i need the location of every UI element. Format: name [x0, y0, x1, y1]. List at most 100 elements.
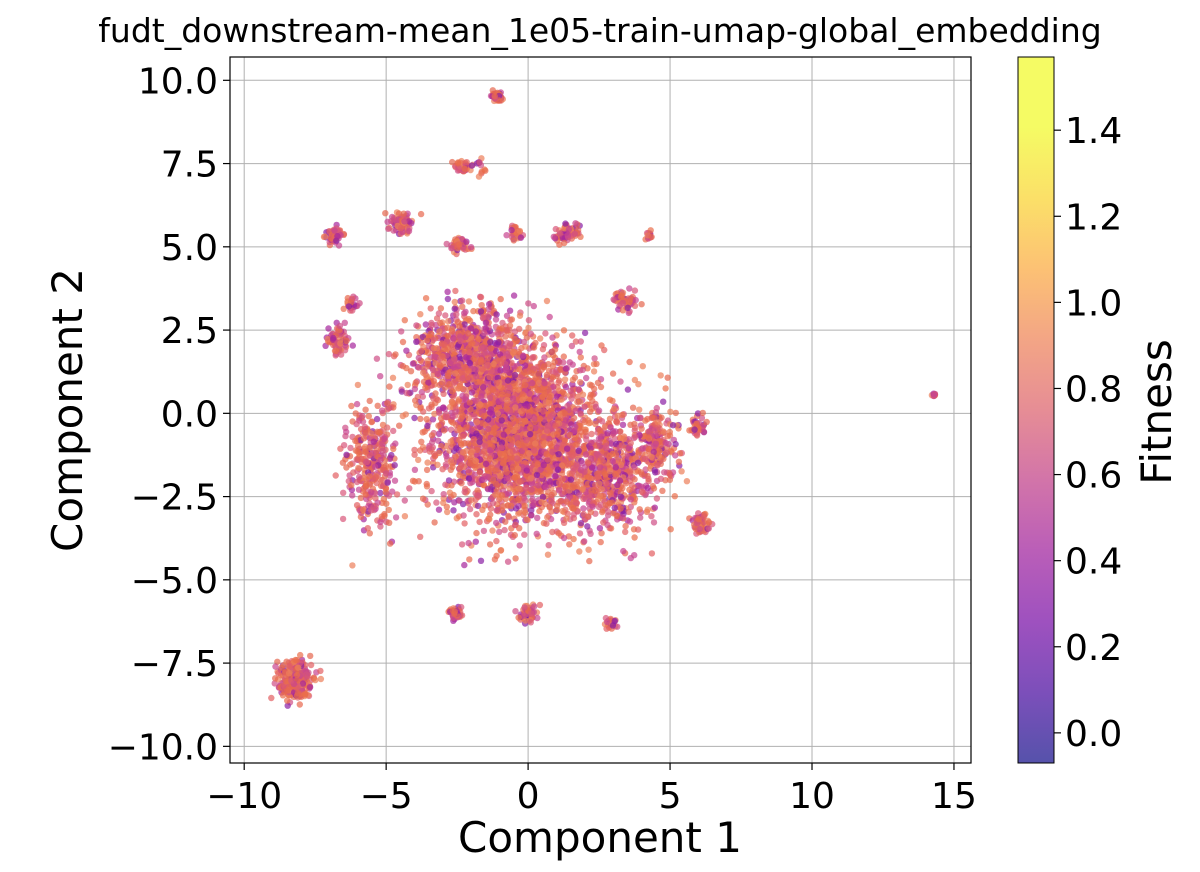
scatter-point [563, 445, 571, 452]
scatter-point [386, 519, 393, 526]
scatter-point [472, 328, 479, 335]
scatter-point [617, 301, 625, 308]
scatter-point [343, 337, 350, 345]
scatter-point [508, 226, 515, 234]
scatter-point [616, 477, 624, 484]
scatter-point [575, 386, 582, 393]
scatter-point [520, 338, 528, 346]
scatter-point [639, 445, 646, 452]
scatter-point [561, 410, 568, 417]
scatter-point [355, 464, 362, 472]
scatter-point [480, 412, 488, 420]
scatter-point [390, 427, 397, 435]
scatter-point [637, 514, 644, 521]
scatter-point [561, 422, 568, 429]
scatter-point [442, 481, 449, 488]
scatter-point [521, 381, 529, 389]
scatter-point [579, 391, 587, 398]
scatter-point [511, 474, 518, 481]
scatter-point [360, 506, 367, 514]
scatter-point [511, 532, 518, 539]
scatter-point [489, 527, 496, 534]
scatter-point [424, 422, 431, 430]
scatter-point [617, 493, 625, 500]
scatter-point [384, 218, 391, 225]
scatter-point [683, 478, 691, 485]
scatter-point [415, 478, 422, 485]
scatter-point [638, 425, 645, 432]
scatter-point [428, 439, 436, 446]
scatter-point [406, 485, 413, 492]
scatter-point [391, 462, 398, 469]
scatter-point [570, 505, 577, 512]
scatter-point [349, 562, 356, 569]
scatter-point [505, 512, 512, 520]
scatter-point [614, 419, 621, 426]
scatter-point [550, 233, 557, 240]
scatter-point [479, 366, 486, 373]
scatter-point [660, 398, 667, 405]
scatter-point [626, 285, 633, 292]
scatter-point [484, 313, 491, 320]
scatter-point [493, 379, 500, 387]
scatter-point [568, 342, 576, 350]
scatter-point [486, 455, 493, 462]
scatter-point [492, 316, 500, 323]
scatter-point [422, 321, 429, 328]
scatter-point [636, 506, 643, 513]
scatter-point [451, 298, 458, 306]
scatter-point [456, 472, 463, 479]
scatter-point [419, 495, 427, 502]
scatter-point [510, 292, 518, 299]
scatter-point [609, 370, 617, 377]
scatter-point [496, 528, 503, 536]
scatter-point [586, 557, 593, 565]
scatter-point [422, 295, 430, 302]
scatter-point [512, 404, 519, 411]
scatter-point [560, 353, 567, 360]
scatter-point [631, 552, 638, 559]
scatter-point [541, 354, 548, 361]
scatter-point [546, 393, 553, 400]
scatter-point [631, 376, 639, 384]
scatter-point [591, 385, 598, 393]
scatter-point [567, 387, 574, 394]
scatter-point [622, 528, 629, 536]
scatter-point [417, 210, 425, 218]
scatter-point [490, 360, 497, 368]
scatter-point [575, 447, 582, 454]
scatter-point [397, 224, 405, 232]
scatter-point [560, 534, 568, 542]
scatter-point [602, 480, 610, 487]
scatter-point [662, 385, 669, 392]
scatter-point [609, 622, 617, 629]
scatter-point [487, 345, 495, 352]
scatter-point [444, 295, 452, 303]
scatter-point [450, 335, 457, 342]
scatter-point [651, 504, 658, 511]
scatter-point [519, 352, 527, 359]
scatter-point [703, 418, 710, 426]
scatter-point [466, 505, 474, 513]
scatter-point [475, 335, 482, 343]
scatter-point [631, 534, 638, 541]
scatter-point [473, 419, 481, 426]
scatter-point [368, 489, 375, 496]
scatter-point [459, 500, 467, 508]
scatter-point [366, 473, 373, 480]
scatter-point [401, 218, 408, 225]
scatter-point [576, 367, 584, 374]
scatter-point [330, 334, 337, 342]
scatter-point [444, 324, 451, 331]
scatter-point [570, 465, 577, 472]
scatter-point [629, 404, 637, 411]
scatter-point [453, 445, 460, 452]
scatter-point [657, 372, 664, 379]
scatter-point [345, 303, 353, 310]
scatter-point [661, 469, 668, 476]
scatter-point [541, 440, 549, 447]
scatter-point [544, 514, 551, 521]
scatter-point [526, 431, 534, 438]
scatter-point [401, 513, 409, 520]
